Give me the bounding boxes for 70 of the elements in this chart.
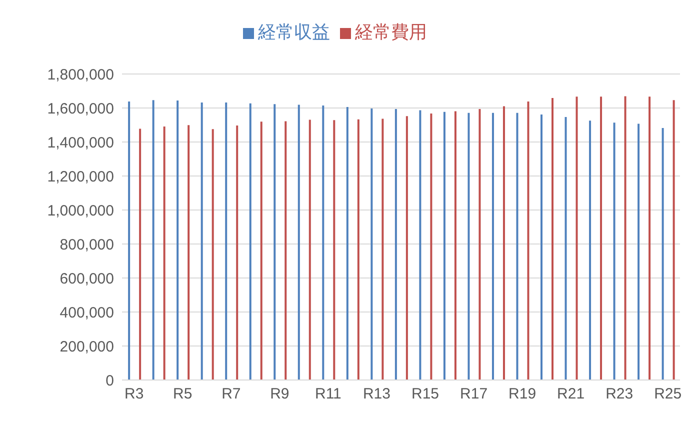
bar: [540, 114, 542, 380]
y-tick-label: 1,200,000: [47, 168, 114, 186]
bar: [478, 109, 481, 380]
bar: [200, 102, 203, 380]
bar: [454, 111, 456, 380]
bar: [672, 100, 675, 380]
bar: [502, 106, 505, 380]
bar: [274, 104, 276, 380]
y-tick-label: 600,000: [60, 270, 114, 288]
bar: [382, 118, 384, 380]
bar: [152, 100, 154, 380]
bar: [492, 112, 494, 380]
bar: [357, 119, 360, 380]
y-tick-label: 1,000,000: [47, 202, 114, 220]
y-tick-label: 800,000: [60, 236, 114, 254]
bar: [346, 106, 348, 380]
bar: [468, 112, 470, 380]
x-tick-label: R5: [173, 386, 192, 403]
bar: [589, 120, 592, 380]
bar: [516, 112, 518, 380]
legend-label: 経常収益: [258, 22, 330, 42]
x-tick-label: R21: [557, 386, 585, 403]
x-tick-label: R15: [411, 386, 440, 403]
bar: [212, 129, 214, 380]
y-tick-label: 1,400,000: [47, 134, 114, 152]
bar: [225, 102, 228, 380]
y-tick-label: 0: [106, 372, 114, 390]
bar: [576, 96, 578, 380]
bar: [284, 121, 287, 380]
bar: [188, 125, 190, 380]
bar: [298, 104, 300, 380]
y-tick-label: 200,000: [60, 338, 114, 356]
x-tick-label: R11: [315, 386, 342, 403]
bar: [552, 98, 554, 380]
x-tick-label: R17: [460, 386, 488, 403]
x-tick-label: R23: [606, 386, 634, 403]
bar: [249, 103, 252, 380]
x-tick-label: R19: [508, 386, 536, 403]
bar: [430, 113, 432, 380]
legend-label: 経常費用: [355, 22, 427, 42]
bar: [370, 108, 373, 380]
bar: [648, 96, 651, 380]
bar: [443, 112, 446, 380]
bar: [260, 122, 262, 380]
bar: [333, 120, 336, 380]
x-tick-label: R9: [270, 386, 290, 403]
bar: [564, 117, 567, 380]
bar: [613, 122, 616, 380]
bar: [308, 120, 311, 380]
y-tick-label: 400,000: [60, 304, 114, 322]
bar: [176, 100, 179, 380]
bar: [236, 126, 238, 380]
x-tick-label: R3: [124, 386, 144, 403]
bar: [600, 96, 602, 380]
bar: [419, 110, 422, 380]
x-tick-label: R25: [654, 386, 682, 403]
bar: [139, 128, 142, 380]
y-tick-label: 1,600,000: [47, 100, 114, 118]
bar: [406, 116, 408, 380]
x-tick-label: R13: [362, 386, 391, 403]
bar: [638, 124, 640, 380]
bar: [163, 126, 166, 380]
y-tick-label: 1,800,000: [47, 66, 114, 84]
bar: [394, 109, 397, 380]
bar: [624, 96, 626, 380]
bar: [322, 105, 324, 380]
bar: [662, 128, 664, 380]
x-tick-label: R7: [222, 386, 241, 403]
bar: [128, 102, 130, 380]
bar: [527, 102, 530, 380]
